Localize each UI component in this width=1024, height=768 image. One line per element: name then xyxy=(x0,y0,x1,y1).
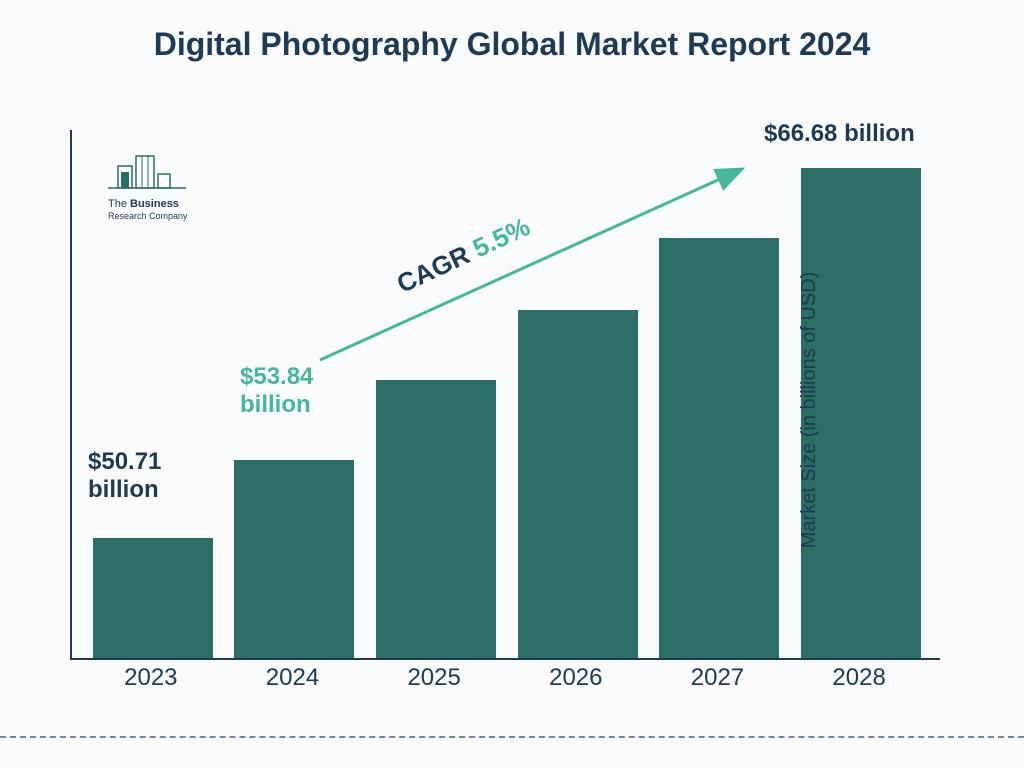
xlabel-2023: 2023 xyxy=(91,664,211,692)
chart-title: Digital Photography Global Market Report… xyxy=(0,0,1024,64)
bar-2026 xyxy=(518,310,638,658)
bar-2024 xyxy=(234,460,354,658)
x-axis-labels: 2023 2024 2025 2026 2027 2028 xyxy=(70,664,940,692)
value-label-2024: $53.84 billion xyxy=(240,363,370,418)
xlabel-2025: 2025 xyxy=(374,664,494,692)
value-label-2023: $50.71 billion xyxy=(88,448,218,503)
bar-2023 xyxy=(93,538,213,658)
bar-2025 xyxy=(376,380,496,658)
bar-chart: 2023 2024 2025 2026 2027 2028 Market Siz… xyxy=(70,130,940,690)
bar-2027 xyxy=(659,238,779,658)
y-axis-label: Market Size (in billions of USD) xyxy=(798,272,821,549)
xlabel-2027: 2027 xyxy=(657,664,777,692)
footer-divider xyxy=(0,736,1024,738)
xlabel-2026: 2026 xyxy=(516,664,636,692)
xlabel-2024: 2024 xyxy=(232,664,352,692)
xlabel-2028: 2028 xyxy=(799,664,919,692)
value-label-2028: $66.68 billion xyxy=(764,120,944,148)
